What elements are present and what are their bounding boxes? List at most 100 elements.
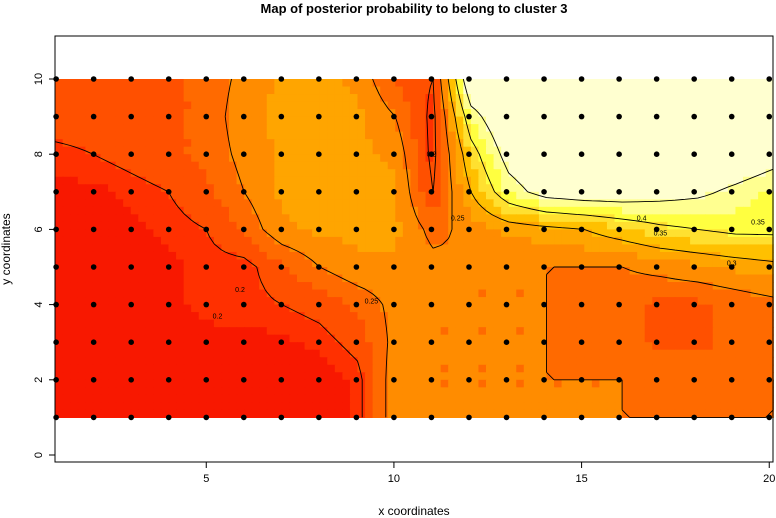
- heat-cell: [486, 169, 495, 178]
- heat-cell: [486, 259, 495, 268]
- heat-cell: [153, 267, 162, 276]
- heat-cell: [599, 221, 608, 230]
- heat-cell: [259, 312, 268, 321]
- heat-cell: [274, 297, 283, 306]
- heat-cell: [720, 304, 729, 313]
- heat-cell: [259, 379, 268, 388]
- heat-cell: [365, 274, 374, 283]
- heat-cell: [349, 131, 359, 140]
- heat-cell: [463, 146, 472, 155]
- heat-cell: [425, 101, 434, 110]
- heat-cell: [743, 154, 752, 163]
- heat-cell: [614, 402, 623, 411]
- heat-cell: [92, 289, 102, 298]
- heat-cell: [274, 154, 283, 163]
- heat-cell: [652, 169, 661, 178]
- heat-cell: [349, 169, 359, 178]
- heat-cell: [599, 372, 608, 381]
- heat-cell: [92, 304, 102, 313]
- sample-point: [691, 226, 697, 233]
- heat-cell: [433, 327, 442, 336]
- heat-cell: [77, 229, 86, 238]
- heat-cell: [334, 109, 343, 118]
- heat-cell: [727, 304, 737, 313]
- sample-point: [541, 301, 547, 308]
- heat-cell: [365, 251, 374, 261]
- y-tick-label: 6: [33, 226, 45, 232]
- heat-cell: [644, 251, 653, 261]
- heat-cell: [576, 274, 585, 283]
- heat-cell: [206, 289, 215, 298]
- heat-cell: [674, 327, 684, 336]
- heat-cell: [644, 161, 653, 170]
- heat-cell: [674, 297, 684, 306]
- sample-point: [616, 414, 622, 421]
- heat-cell: [251, 364, 260, 373]
- heat-cell: [516, 161, 525, 170]
- heat-cell: [554, 304, 563, 313]
- heat-cell: [70, 304, 79, 313]
- heat-cell: [327, 349, 336, 358]
- heat-cell: [493, 184, 502, 193]
- heat-cell: [334, 409, 343, 418]
- heat-cell: [538, 131, 548, 140]
- heat-cell: [115, 274, 124, 283]
- heat-cell: [561, 349, 570, 358]
- heat-cell: [92, 409, 102, 418]
- heat-cell: [712, 139, 721, 148]
- heat-cell: [198, 229, 207, 238]
- heat-cell: [493, 379, 502, 388]
- heat-cell: [402, 176, 412, 185]
- heat-cell: [365, 184, 374, 193]
- heat-cell: [576, 267, 585, 276]
- heat-cell: [644, 244, 653, 253]
- heat-cell: [297, 289, 306, 298]
- heat-cell: [425, 199, 434, 208]
- heat-cell: [160, 146, 170, 155]
- heat-cell: [55, 364, 64, 373]
- heat-cell: [674, 267, 684, 276]
- heat-cell: [727, 221, 737, 230]
- heat-cell: [168, 349, 177, 358]
- heat-cell: [425, 364, 434, 373]
- heat-cell: [659, 184, 669, 193]
- heat-cell: [674, 101, 684, 110]
- heat-cell: [637, 176, 646, 185]
- heat-cell: [629, 139, 638, 148]
- heat-cell: [402, 394, 412, 403]
- heat-cell: [327, 94, 336, 103]
- heat-cell: [108, 116, 117, 125]
- heat-cell: [561, 131, 570, 140]
- heat-cell: [334, 191, 343, 200]
- heat-cell: [123, 176, 132, 185]
- heat-cell: [92, 206, 102, 215]
- heat-cell: [77, 251, 86, 261]
- heat-cell: [508, 282, 517, 291]
- heat-cell: [62, 349, 71, 358]
- heat-cell: [62, 229, 71, 238]
- heat-cell: [85, 221, 94, 230]
- heat-cell: [758, 387, 767, 396]
- heat-cell: [478, 364, 487, 373]
- heat-cell: [433, 372, 442, 381]
- heat-cell: [561, 79, 570, 88]
- heat-cell: [523, 387, 532, 396]
- heat-cell: [554, 79, 563, 88]
- heat-cell: [705, 169, 714, 178]
- heat-cell: [55, 206, 64, 215]
- heat-cell: [584, 364, 593, 373]
- heat-cell: [720, 131, 729, 140]
- sample-point: [391, 414, 397, 421]
- heat-cell: [516, 169, 525, 178]
- heat-cell: [77, 289, 86, 298]
- heat-cell: [674, 357, 684, 366]
- heat-cell: [448, 342, 457, 351]
- heat-cell: [690, 131, 699, 140]
- heat-cell: [357, 184, 366, 193]
- heat-cell: [750, 319, 759, 328]
- heat-cell: [145, 274, 154, 283]
- heat-cell: [712, 86, 721, 95]
- heat-cell: [712, 357, 721, 366]
- heat-cell: [327, 282, 336, 291]
- heat-cell: [440, 191, 449, 200]
